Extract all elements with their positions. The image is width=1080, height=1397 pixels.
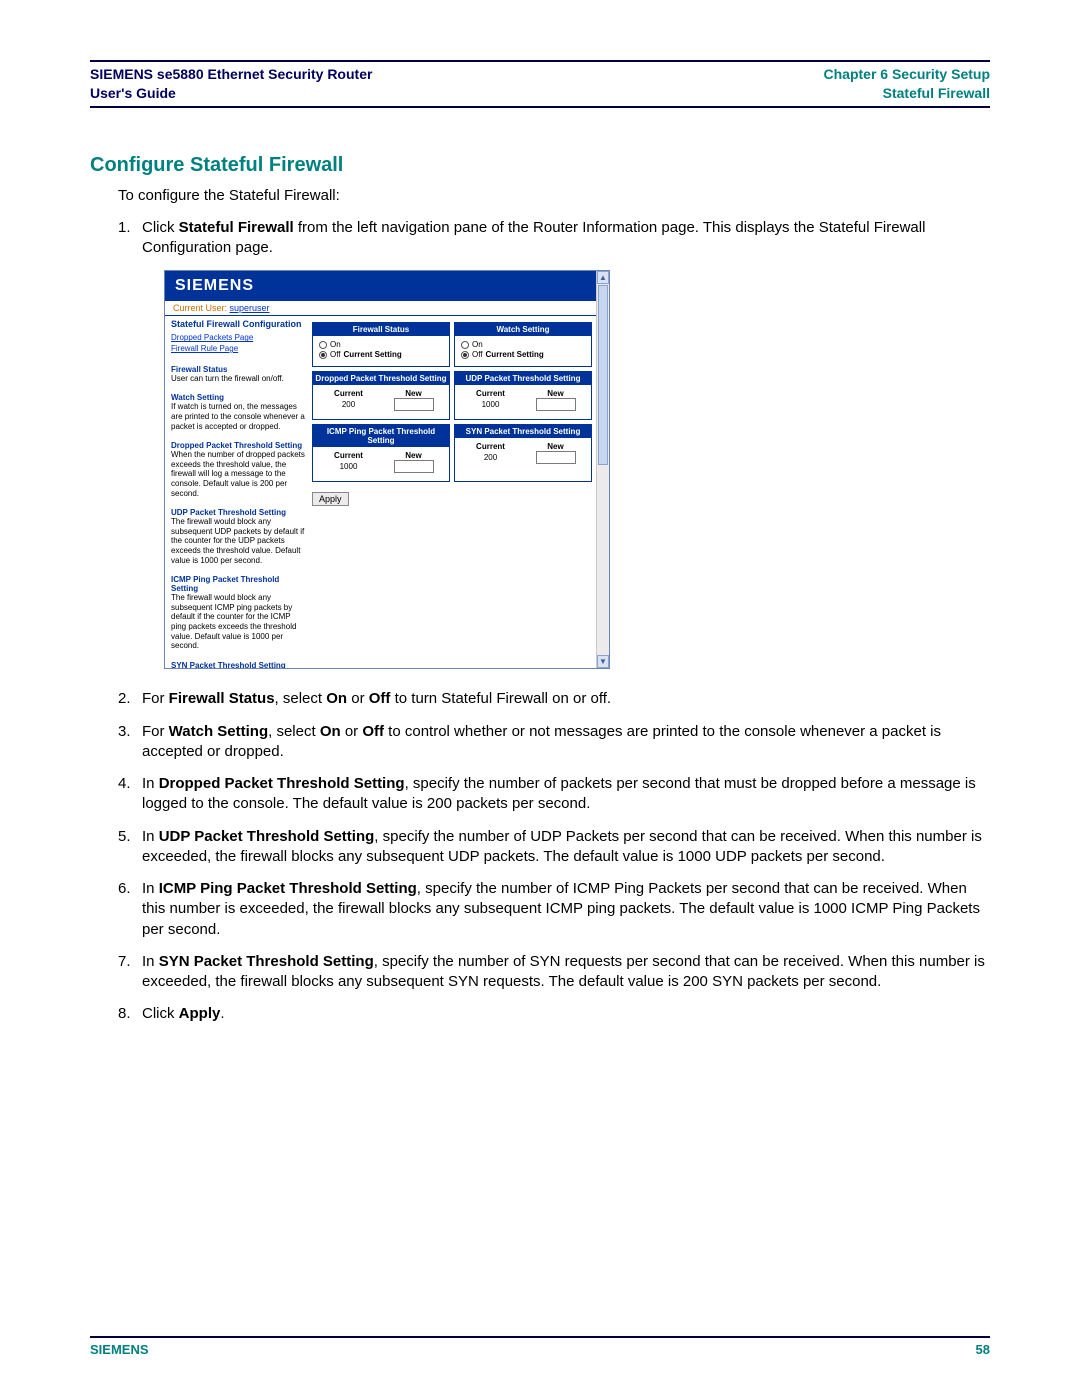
radio-off[interactable] (319, 351, 327, 359)
step-7: 7. In SYN Packet Threshold Setting, spec… (118, 952, 990, 993)
step-text: In UDP Packet Threshold Setting, specify… (142, 827, 990, 868)
step-number: 2. (118, 689, 142, 709)
step-number: 8. (118, 1004, 142, 1024)
screenshot-body: Stateful Firewall Configuration Dropped … (165, 316, 596, 669)
page-footer: SIEMENS 58 (90, 1336, 990, 1357)
product-name: SIEMENS se5880 Ethernet Security Router (90, 66, 372, 82)
document-page: SIEMENS se5880 Ethernet Security Router … (0, 0, 1080, 1397)
subsection-name: Stateful Firewall (883, 85, 990, 101)
udp-heading: UDP Packet Threshold Setting (171, 508, 306, 517)
syn-heading: SYN Packet Threshold Setting (171, 661, 306, 670)
step-text: Click Apply. (142, 1004, 990, 1024)
user-bar: Current User: superuser (165, 301, 596, 315)
chapter-name: Chapter 6 Security Setup (824, 66, 991, 82)
panel-header: SYN Packet Threshold Setting (455, 425, 591, 438)
step-1: 1. Click Stateful Firewall from the left… (118, 218, 990, 259)
step-6: 6. In ICMP Ping Packet Threshold Setting… (118, 879, 990, 940)
vertical-scrollbar[interactable]: ▲ ▼ (596, 271, 609, 668)
step-3: 3. For Watch Setting, select On or Off t… (118, 722, 990, 763)
icmp-heading: ICMP Ping Packet Threshold Setting (171, 575, 306, 593)
apply-button[interactable]: Apply (312, 492, 349, 506)
udp-new-input[interactable] (536, 398, 576, 411)
screenshot-main: Firewall Status On Off Current Setting W… (310, 316, 596, 669)
step-2: 2. For Firewall Status, select On or Off… (118, 689, 990, 709)
ws-desc: If watch is turned on, the messages are … (171, 402, 306, 431)
scroll-up-icon[interactable]: ▲ (597, 271, 609, 284)
header-left: SIEMENS se5880 Ethernet Security Router … (90, 65, 372, 103)
step-number: 6. (118, 879, 142, 940)
step-number: 1. (118, 218, 142, 259)
icmp-threshold-panel: ICMP Ping Packet Threshold Setting Curre… (312, 424, 450, 482)
firewall-rule-link[interactable]: Firewall Rule Page (171, 344, 306, 355)
step-number: 4. (118, 774, 142, 815)
embedded-screenshot: ▲ ▼ SIEMENS Current User: superuser Stat… (164, 270, 610, 669)
section-title: Configure Stateful Firewall (90, 154, 990, 177)
syn-threshold-panel: SYN Packet Threshold Setting Current200 … (454, 424, 592, 482)
fs-heading: Firewall Status (171, 365, 306, 374)
step-list: 1. Click Stateful Firewall from the left… (118, 218, 990, 1025)
panel-header: Dropped Packet Threshold Setting (313, 372, 449, 385)
step-text: In SYN Packet Threshold Setting, specify… (142, 952, 990, 993)
udp-desc: The firewall would block any subsequent … (171, 517, 306, 565)
panel-header: Watch Setting (455, 323, 591, 336)
radio-on[interactable] (319, 341, 327, 349)
scroll-down-icon[interactable]: ▼ (597, 655, 609, 668)
step-4: 4. In Dropped Packet Threshold Setting, … (118, 774, 990, 815)
step-number: 5. (118, 827, 142, 868)
user-label: Current User: (173, 303, 230, 313)
panel-header: ICMP Ping Packet Threshold Setting (313, 425, 449, 447)
scroll-thumb[interactable] (598, 285, 608, 465)
firewall-status-panel: Firewall Status On Off Current Setting (312, 322, 450, 367)
fs-desc: User can turn the firewall on/off. (171, 374, 306, 384)
sidebar-title: Stateful Firewall Configuration (171, 319, 306, 329)
dp-desc: When the number of dropped packets excee… (171, 450, 306, 498)
step-text: In ICMP Ping Packet Threshold Setting, s… (142, 879, 990, 940)
dp-heading: Dropped Packet Threshold Setting (171, 441, 306, 450)
step-8: 8. Click Apply. (118, 1004, 990, 1024)
screenshot-sidebar: Stateful Firewall Configuration Dropped … (165, 316, 310, 669)
step-5: 5. In UDP Packet Threshold Setting, spec… (118, 827, 990, 868)
ws-heading: Watch Setting (171, 393, 306, 402)
icmp-new-input[interactable] (394, 460, 434, 473)
page-number: 58 (976, 1342, 990, 1357)
syn-new-input[interactable] (536, 451, 576, 464)
guide-name: User's Guide (90, 85, 176, 101)
radio-on[interactable] (461, 341, 469, 349)
header-rule-bottom (90, 106, 990, 108)
siemens-banner: SIEMENS (165, 271, 596, 301)
header-right: Chapter 6 Security Setup Stateful Firewa… (824, 65, 991, 103)
dropped-new-input[interactable] (394, 398, 434, 411)
step-text: Click Stateful Firewall from the left na… (142, 218, 990, 259)
udp-threshold-panel: UDP Packet Threshold Setting Current1000… (454, 371, 592, 420)
icmp-desc: The firewall would block any subsequent … (171, 593, 306, 651)
step-text: In Dropped Packet Threshold Setting, spe… (142, 774, 990, 815)
watch-setting-panel: Watch Setting On Off Current Setting (454, 322, 592, 367)
intro-text: To configure the Stateful Firewall: (118, 187, 990, 204)
page-header: SIEMENS se5880 Ethernet Security Router … (90, 65, 990, 103)
radio-off[interactable] (461, 351, 469, 359)
footer-brand: SIEMENS (90, 1342, 149, 1357)
panel-header: UDP Packet Threshold Setting (455, 372, 591, 385)
user-link[interactable]: superuser (230, 303, 270, 313)
panel-header: Firewall Status (313, 323, 449, 336)
header-rule-top (90, 60, 990, 62)
footer-rule (90, 1336, 990, 1338)
step-number: 7. (118, 952, 142, 993)
dropped-threshold-panel: Dropped Packet Threshold Setting Current… (312, 371, 450, 420)
step-number: 3. (118, 722, 142, 763)
step-text: For Watch Setting, select On or Off to c… (142, 722, 990, 763)
dropped-packets-link[interactable]: Dropped Packets Page (171, 333, 306, 344)
step-text: For Firewall Status, select On or Off to… (142, 689, 990, 709)
